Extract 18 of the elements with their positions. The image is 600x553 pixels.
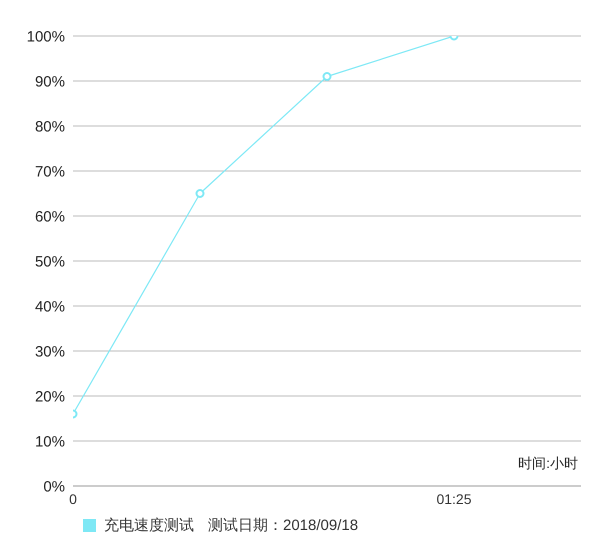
x-tick-label: 0 bbox=[69, 490, 78, 507]
y-tick-label: 30% bbox=[34, 343, 65, 360]
y-tick-label: 50% bbox=[34, 253, 65, 270]
y-tick-label: 70% bbox=[34, 163, 65, 180]
text: 测试日期：2018/09/18 bbox=[208, 516, 358, 535]
y-tick-label: 60% bbox=[34, 208, 65, 226]
point bbox=[196, 189, 204, 198]
y-tick-label: 40% bbox=[34, 298, 65, 316]
y-tick-label: 90% bbox=[34, 73, 65, 90]
x-tick-label: 01:25 bbox=[436, 490, 472, 507]
y-tick-label: 10% bbox=[34, 433, 65, 450]
y-tick-label: 80% bbox=[34, 118, 65, 136]
x-axis-title: 时间:小时 bbox=[517, 455, 578, 473]
point bbox=[322, 72, 332, 81]
y-tick-label: 100% bbox=[26, 28, 65, 46]
y-tick-label: 20% bbox=[34, 388, 65, 406]
y-tick-label: 0% bbox=[43, 478, 65, 496]
legend-label: 充电速度测试 bbox=[104, 516, 194, 535]
